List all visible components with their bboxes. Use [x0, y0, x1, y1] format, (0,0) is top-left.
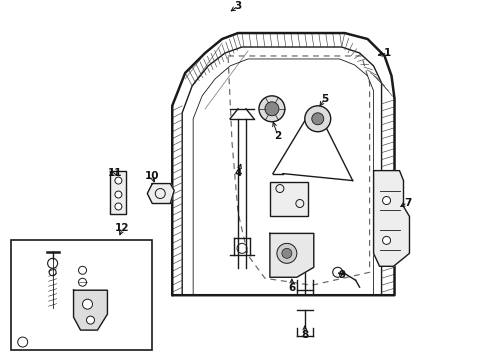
Text: 11: 11	[108, 168, 122, 177]
Text: 7: 7	[404, 198, 411, 207]
Circle shape	[312, 113, 324, 125]
Circle shape	[115, 203, 122, 210]
Polygon shape	[147, 184, 174, 203]
Text: 12: 12	[115, 224, 130, 233]
Circle shape	[282, 248, 292, 258]
Circle shape	[305, 106, 331, 132]
Text: 10: 10	[145, 171, 160, 181]
Text: 5: 5	[321, 94, 328, 104]
Bar	[270, 181, 308, 216]
Text: 6: 6	[288, 283, 295, 293]
Polygon shape	[373, 171, 410, 266]
Text: 8: 8	[301, 330, 308, 340]
Text: 1: 1	[384, 48, 391, 58]
Circle shape	[265, 102, 279, 116]
Circle shape	[87, 316, 95, 324]
Bar	[11, 240, 152, 350]
Text: 4: 4	[234, 168, 242, 177]
Polygon shape	[74, 290, 107, 330]
Circle shape	[115, 191, 122, 198]
Text: 3: 3	[234, 1, 242, 11]
Circle shape	[383, 197, 391, 204]
Polygon shape	[270, 233, 314, 277]
Circle shape	[383, 237, 391, 244]
Circle shape	[277, 243, 297, 263]
Text: 2: 2	[274, 131, 282, 141]
Circle shape	[82, 299, 93, 309]
Polygon shape	[110, 171, 126, 215]
Text: 9: 9	[338, 270, 345, 280]
Circle shape	[259, 96, 285, 122]
Circle shape	[115, 177, 122, 184]
Circle shape	[18, 337, 28, 347]
